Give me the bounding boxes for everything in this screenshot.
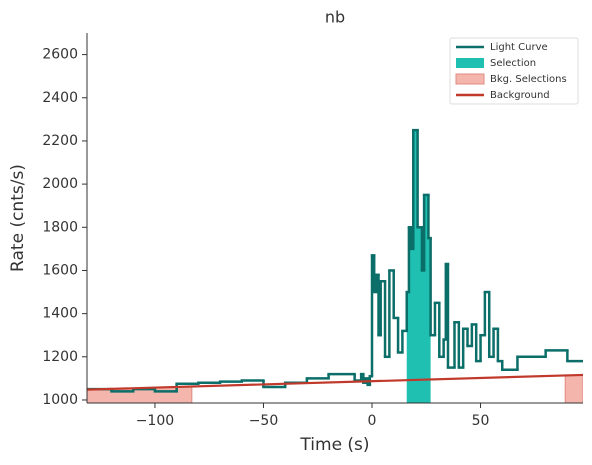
y-tick-label: 2000 xyxy=(42,176,78,192)
y-tick-label: 2200 xyxy=(42,133,78,149)
bkg-selection xyxy=(564,374,583,403)
y-tick-label: 2400 xyxy=(42,90,78,106)
y-tick-label: 1200 xyxy=(42,349,78,365)
x-tick-label: 50 xyxy=(472,413,490,429)
x-tick-label: −50 xyxy=(249,413,279,429)
y-tick-label: 1600 xyxy=(42,262,78,278)
legend: Light Curve Selection Bkg. Selections Backg… xyxy=(449,37,579,105)
x-tick-label: −100 xyxy=(136,413,174,429)
x-axis-label: Time (s) xyxy=(299,435,369,455)
legend-box xyxy=(449,37,579,105)
y-axis-label: Rate (cnts/s) xyxy=(8,164,28,272)
legend-label: Background xyxy=(490,90,550,101)
legend-label: Bkg. Selections xyxy=(490,74,567,85)
y-tick-label: 1800 xyxy=(42,219,78,235)
chart-title: nb xyxy=(325,8,345,27)
axes: 1000 1200 1400 1600 1800 2000 2200 2400 2600 −100… xyxy=(42,33,583,429)
plot-area xyxy=(87,128,583,403)
legend-label: Light Curve xyxy=(490,42,548,53)
y-tick-label: 2600 xyxy=(42,47,78,63)
x-tick-label: 0 xyxy=(368,413,377,429)
selection xyxy=(406,130,431,403)
legend-swatch xyxy=(455,73,485,85)
background-line xyxy=(87,373,583,391)
legend-swatch xyxy=(456,58,484,68)
legend-label: Selection xyxy=(490,58,536,69)
y-tick-label: 1000 xyxy=(42,392,78,408)
y-tick-label: 1400 xyxy=(42,306,78,322)
